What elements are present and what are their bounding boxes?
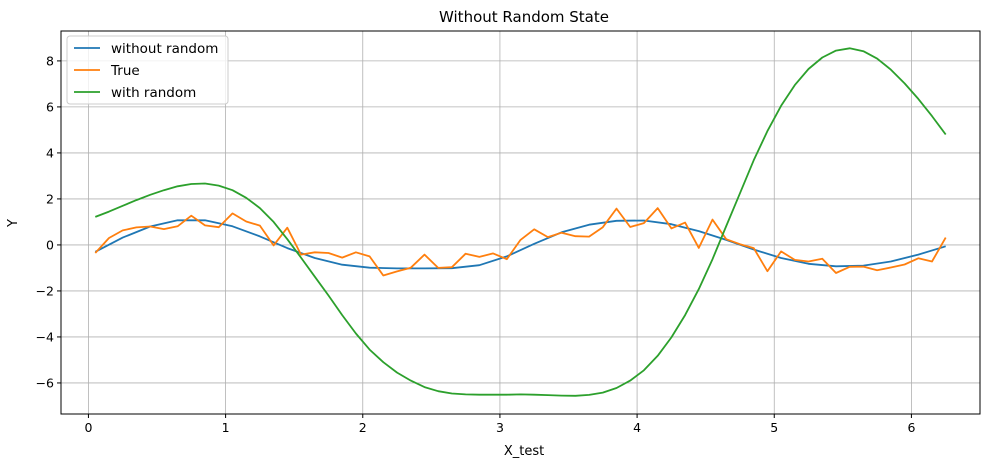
x-tick-label: 4 [633, 420, 641, 435]
legend-label-with-random: with random [111, 85, 196, 101]
chart-title: Without Random State [439, 8, 609, 26]
legend-box [66, 35, 229, 105]
y-tick-label: 6 [46, 99, 54, 114]
series-line-with-random [94, 47, 947, 397]
plot-area [94, 47, 947, 397]
x-tick-label: 1 [222, 420, 230, 435]
legend-label-without-random: without random [111, 41, 218, 57]
grid [61, 31, 980, 414]
y-tick-label: 4 [46, 145, 54, 160]
axes-frame [60, 30, 981, 415]
x-tick-label: 5 [770, 420, 778, 435]
y-axis-label: Y [6, 219, 21, 228]
y-tick-label: −2 [36, 283, 54, 298]
x-tick-label: 0 [84, 420, 92, 435]
y-tick-label: −4 [36, 329, 54, 344]
series-line-without-random [94, 219, 946, 270]
x-tick-label: 2 [359, 420, 367, 435]
x-tick-label: 3 [496, 420, 504, 435]
y-tick-label: 8 [46, 53, 54, 68]
x-axis-label: X_test [504, 444, 544, 459]
y-tick-label: −6 [36, 375, 54, 390]
legend: without random True with random [66, 35, 229, 105]
x-tick-label: 6 [907, 420, 915, 435]
legend-label-true: True [110, 63, 140, 79]
series-line-true [94, 207, 947, 277]
y-tick-label: 2 [46, 191, 54, 206]
y-tick-label: 0 [46, 237, 54, 252]
ticks: 0 1 2 3 4 5 6 −6 −4 −2 0 2 4 6 8 [36, 53, 916, 435]
